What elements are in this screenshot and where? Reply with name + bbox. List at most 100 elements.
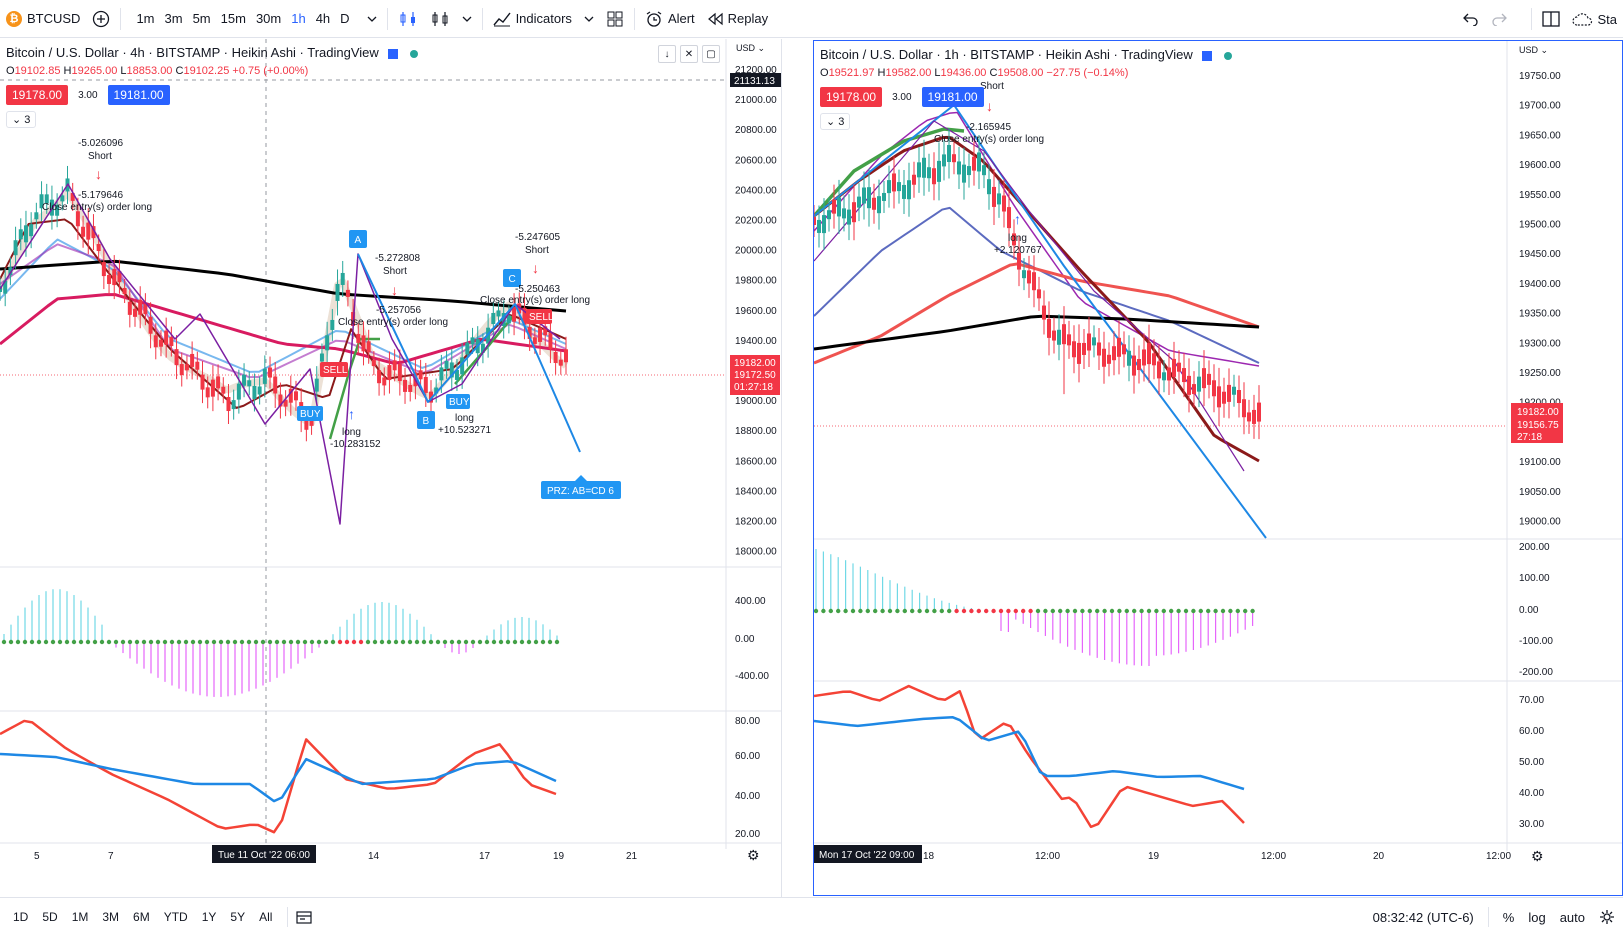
candle-body xyxy=(153,335,158,348)
candle-body xyxy=(408,384,413,392)
macd-zero-dot xyxy=(456,639,462,645)
right-chart-canvas[interactable]: USD ⌄19750.0019700.0019650.0019600.00195… xyxy=(814,41,1622,895)
macd-zero-dot xyxy=(99,639,105,645)
bar-style-button[interactable] xyxy=(392,0,424,38)
timeframe-1m[interactable]: 1m xyxy=(136,11,155,26)
macd-zero-dot xyxy=(15,639,21,645)
rsi-tick-label: 20.00 xyxy=(735,829,760,840)
settings-gear-icon[interactable] xyxy=(1599,909,1615,925)
timeframe-5m[interactable]: 5m xyxy=(192,11,211,26)
left-chart-legend: Bitcoin / U.S. Dollar · 4h · BITSTAMP · … xyxy=(6,45,419,60)
range-5d[interactable]: 5D xyxy=(42,909,58,924)
candle-body xyxy=(897,182,901,192)
chart-type-dropdown[interactable] xyxy=(456,0,478,38)
candle-body xyxy=(3,280,8,294)
osc-tick-label: 400.00 xyxy=(735,596,766,607)
pattern-point-c: C xyxy=(509,274,516,285)
right-indicators-toggle[interactable]: ⌄ 3 xyxy=(820,113,851,130)
candle-body xyxy=(428,391,433,403)
candle-body xyxy=(1172,358,1176,377)
clock[interactable]: 08:32:42 (UTC-6) xyxy=(1372,909,1474,925)
compare-symbol-button[interactable] xyxy=(86,0,116,38)
undo-button[interactable] xyxy=(1457,0,1485,38)
macd-zero-dot xyxy=(428,639,434,645)
timeframe-4h[interactable]: 4h xyxy=(315,11,331,26)
candle-body xyxy=(822,215,826,234)
ema-purple-line xyxy=(0,243,567,379)
candle-body xyxy=(1187,375,1191,395)
candle-body xyxy=(982,165,986,176)
candle-body xyxy=(101,262,106,277)
layout-button[interactable] xyxy=(1536,0,1566,38)
candle-body xyxy=(548,333,553,350)
macd-zero-dot xyxy=(895,608,900,614)
indicators-dropdown[interactable] xyxy=(578,0,600,38)
range-all[interactable]: All xyxy=(259,909,273,924)
calendar-range-icon xyxy=(296,910,313,924)
timeframe-dropdown[interactable] xyxy=(361,0,383,38)
left-chart-canvas[interactable]: USD ⌄ 21200.00 21000.00 20800.00 20600.00 204… xyxy=(0,39,782,897)
range-3m[interactable]: 3M xyxy=(102,909,120,924)
candle-body xyxy=(1257,402,1261,422)
left-buy-button[interactable]: 19181.00 xyxy=(107,85,170,105)
alert-button[interactable]: Alert xyxy=(639,0,701,38)
left-sell-button[interactable]: 19178.00 xyxy=(6,85,69,105)
percent-scale-toggle[interactable]: % xyxy=(1502,909,1515,925)
right-buy-button[interactable]: 19181.00 xyxy=(921,87,984,107)
date-range-group: 1D 5D 1M 3M 6M YTD 1Y 5Y All xyxy=(0,910,279,924)
goto-date-button[interactable] xyxy=(296,910,313,924)
candle-body xyxy=(174,349,179,366)
last-price-bg xyxy=(1511,403,1563,443)
auto-scale-toggle[interactable]: auto xyxy=(1559,909,1585,925)
timeframe-3m[interactable]: 3m xyxy=(164,11,183,26)
candle-body xyxy=(912,174,916,185)
macd-zero-dot xyxy=(1006,608,1011,614)
range-1y[interactable]: 1Y xyxy=(201,909,217,924)
trade-annotation-label: Close entry(s) order long xyxy=(42,202,152,213)
range-5y[interactable]: 5Y xyxy=(230,909,246,924)
chart-type-button[interactable] xyxy=(424,0,456,38)
flag-icon[interactable] xyxy=(1202,50,1213,61)
timeframe-d[interactable]: D xyxy=(340,11,350,26)
redo-icon xyxy=(1492,13,1508,26)
price-tick-label: 21200.00 xyxy=(735,65,777,76)
price-tick-label: 19750.00 xyxy=(1519,71,1561,82)
candle-body xyxy=(512,306,517,322)
candle-body xyxy=(1062,324,1066,345)
trade-annotation-label: Short xyxy=(88,151,112,162)
replay-button[interactable]: Replay xyxy=(701,0,774,38)
symbol-search[interactable]: ₿ BTCUSD xyxy=(0,0,86,38)
left-chart-pane[interactable]: USD ⌄ 21200.00 21000.00 20800.00 20600.00 204… xyxy=(0,39,782,897)
candle-body xyxy=(1247,412,1251,422)
candle-body xyxy=(55,204,60,216)
trade-annotation-label: Close entry(s) order long xyxy=(934,134,1044,145)
range-ytd[interactable]: YTD xyxy=(163,909,188,924)
indicators-button[interactable]: Indicators xyxy=(487,0,578,38)
macd-zero-dot xyxy=(554,639,560,645)
close-pane-icon[interactable]: ✕ xyxy=(680,45,698,63)
timeframe-30m[interactable]: 30m xyxy=(255,11,282,26)
range-1m[interactable]: 1M xyxy=(71,909,89,924)
save-cloud-button[interactable]: Sta xyxy=(1566,0,1623,38)
templates-button[interactable] xyxy=(600,0,630,38)
macd-zero-dot xyxy=(155,639,161,645)
macd-zero-dot xyxy=(1154,608,1159,614)
candles-icon xyxy=(400,11,415,26)
range-6m[interactable]: 6M xyxy=(133,909,150,924)
maximize-pane-icon[interactable]: ▢ xyxy=(702,45,720,63)
timeframe-15m[interactable]: 15m xyxy=(220,11,246,26)
right-sell-button[interactable]: 19178.00 xyxy=(820,87,883,107)
price-tick-label: 19250.00 xyxy=(1519,368,1561,379)
right-chart-pane[interactable]: USD ⌄ 19750.00 19700.00 19650.00 19600.00 195… xyxy=(813,40,1623,896)
candle-body xyxy=(847,209,851,225)
left-indicators-toggle[interactable]: ⌄ 3 xyxy=(6,111,37,128)
macd-zero-dot xyxy=(991,608,996,614)
timeframe-1h[interactable]: 1h xyxy=(291,11,306,26)
macd-zero-dot xyxy=(50,639,56,645)
scroll-down-icon[interactable]: ↓ xyxy=(658,45,676,63)
range-1d[interactable]: 1D xyxy=(13,909,29,924)
redo-button[interactable] xyxy=(1485,0,1513,38)
flag-icon[interactable] xyxy=(388,48,399,59)
candle-body xyxy=(543,326,548,336)
log-scale-toggle[interactable]: log xyxy=(1528,909,1546,925)
